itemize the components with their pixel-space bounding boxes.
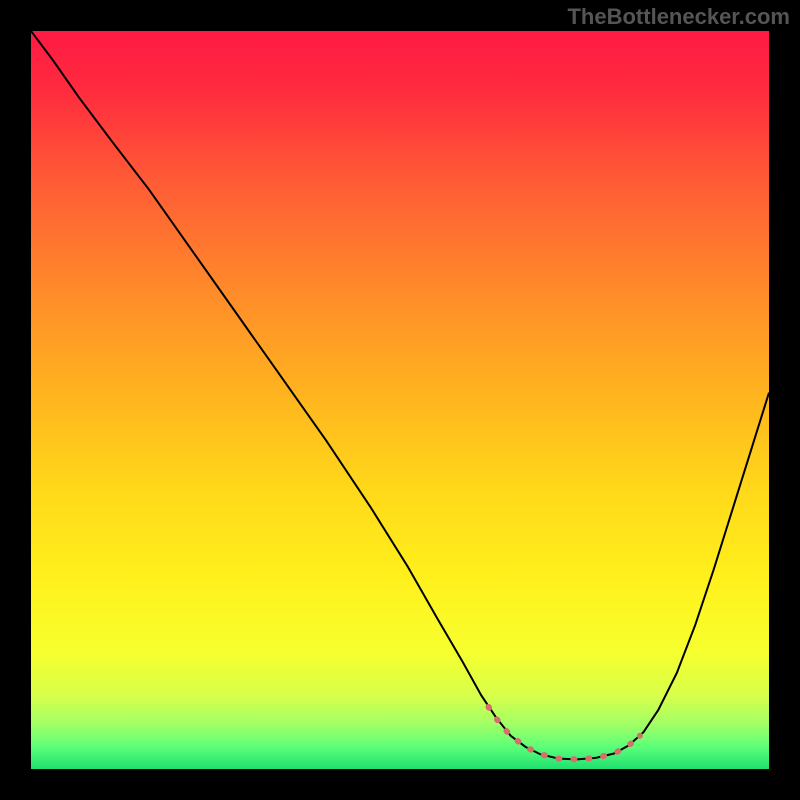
- chart-frame: TheBottlenecker.com: [0, 0, 800, 800]
- plot-area: [31, 31, 769, 769]
- watermark-label: TheBottlenecker.com: [567, 4, 790, 30]
- chart-svg: [31, 31, 769, 769]
- gradient-background: [31, 31, 769, 769]
